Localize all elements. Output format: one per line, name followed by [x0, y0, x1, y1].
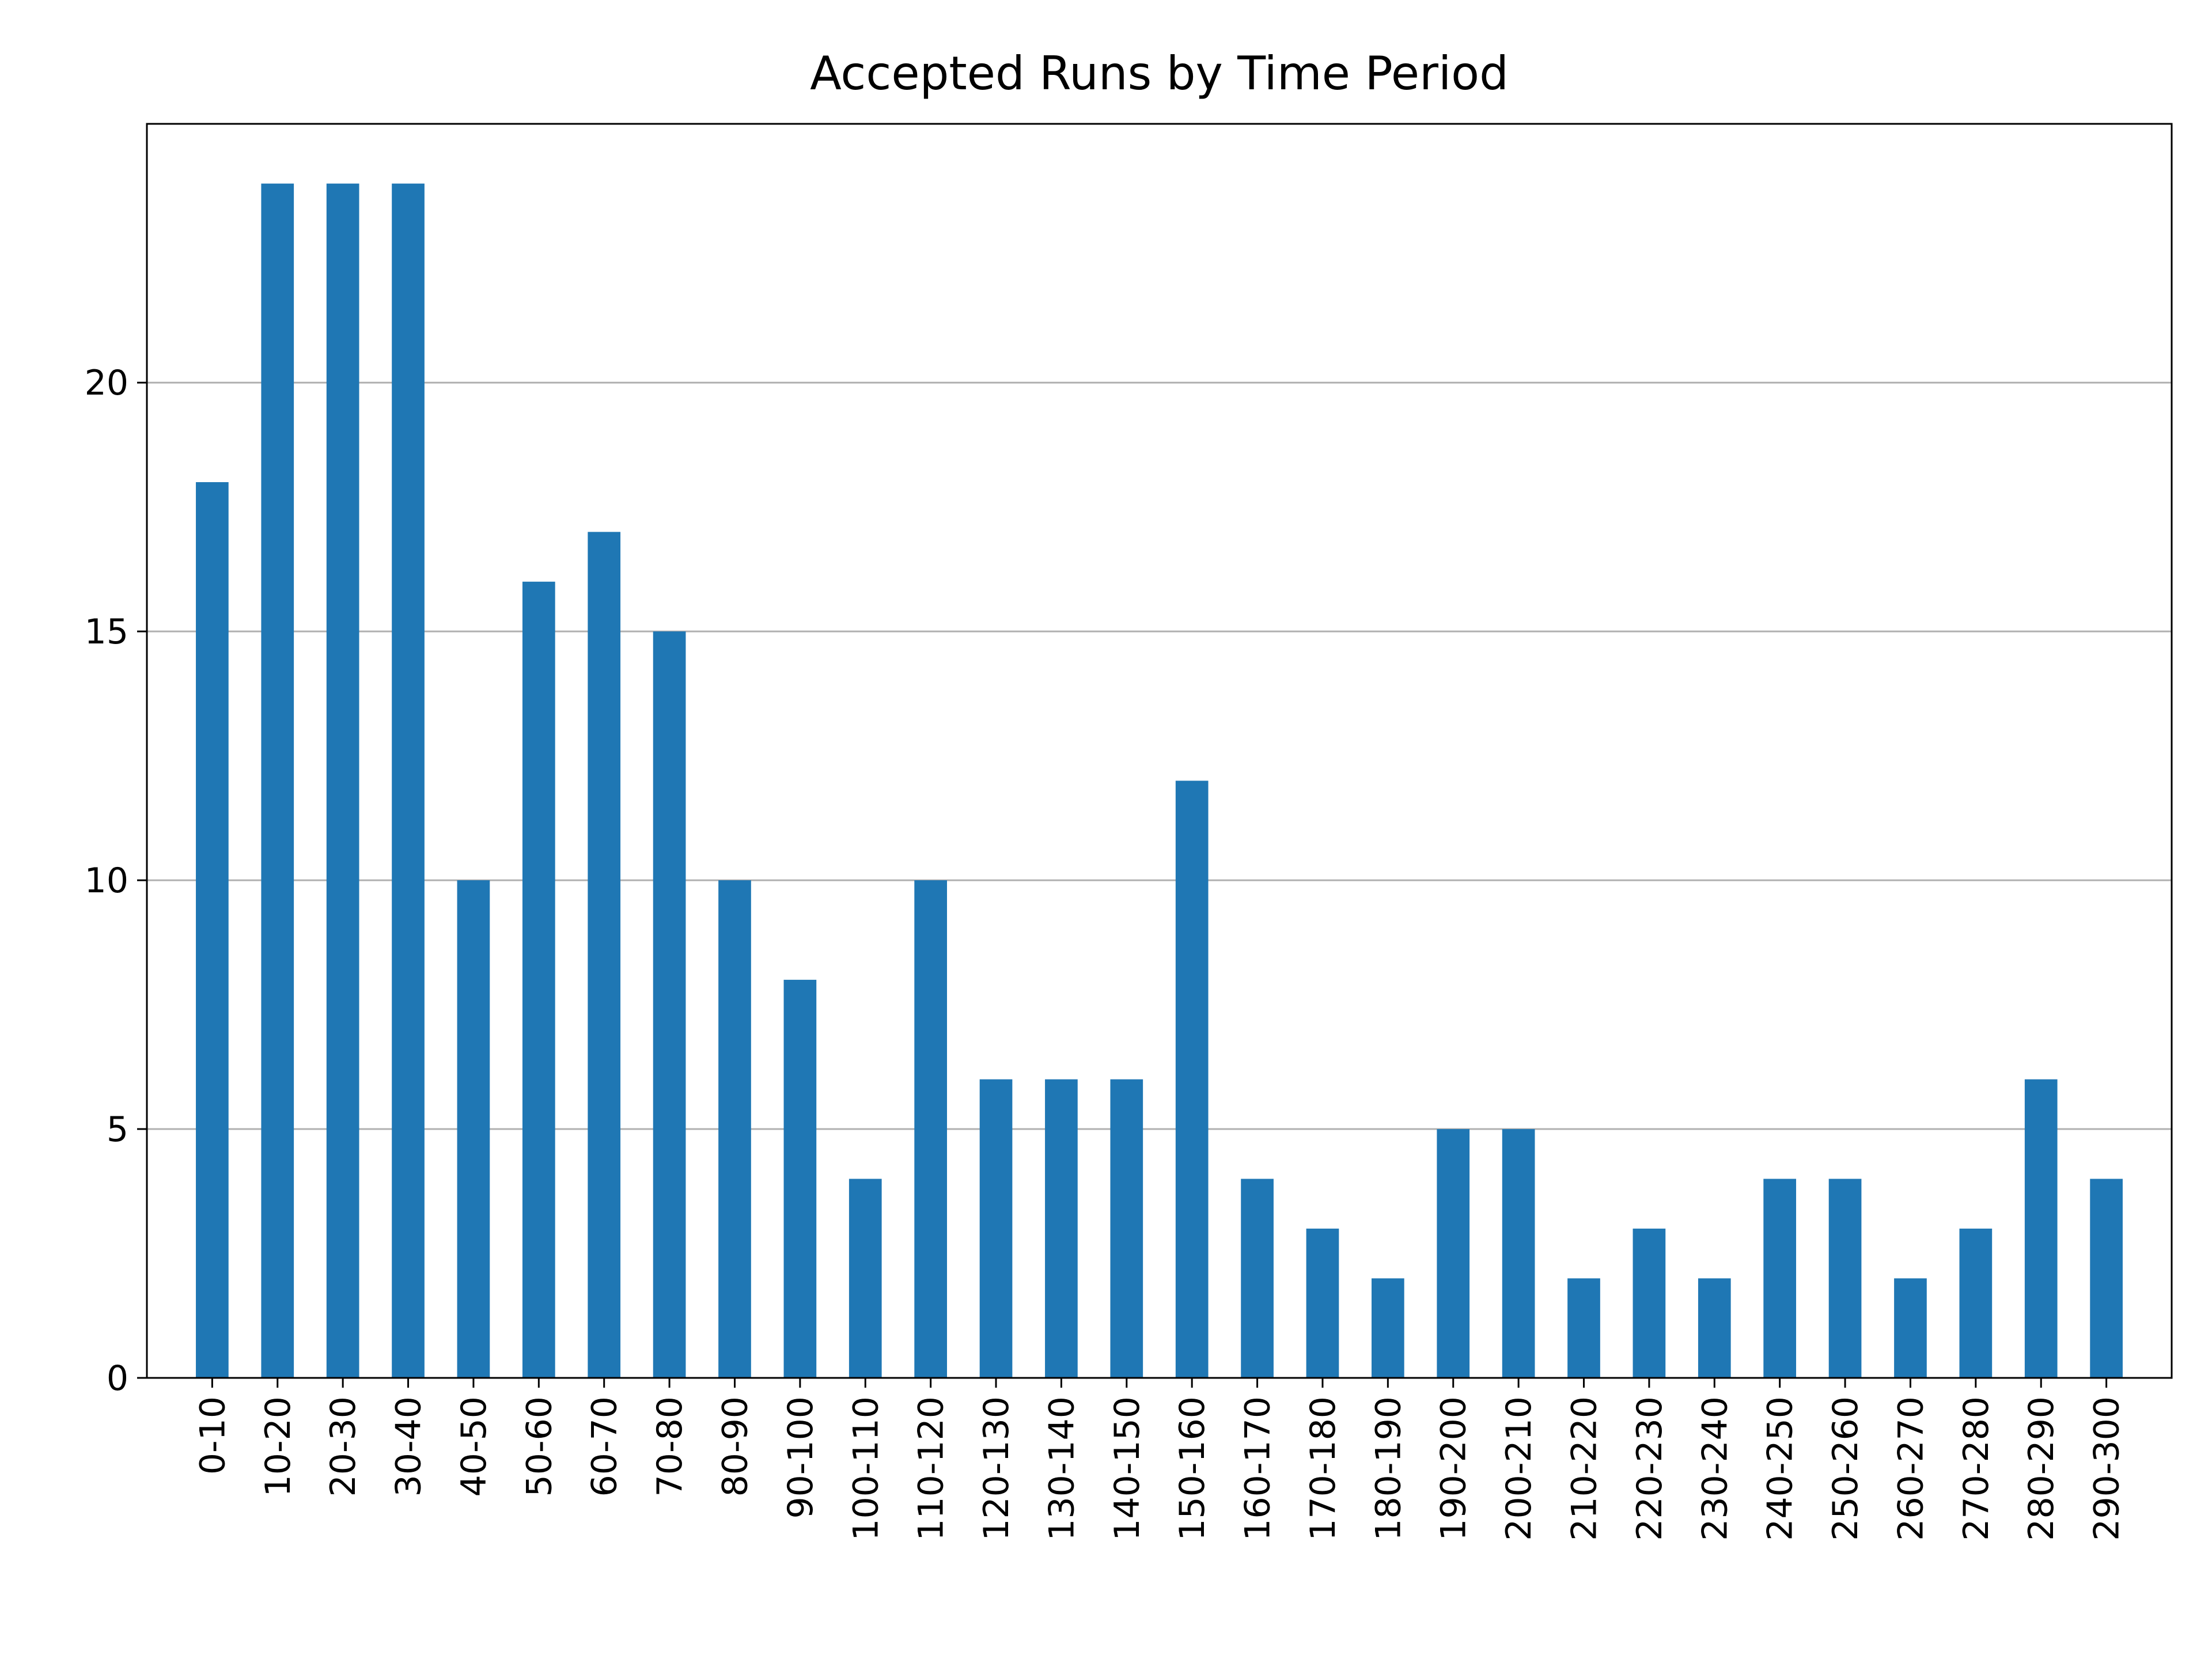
x-tick-label: 120-130: [976, 1396, 1017, 1541]
bar: [1894, 1278, 1927, 1378]
axes-frame: [146, 123, 2173, 1379]
x-tick-label: 200-210: [1499, 1396, 1539, 1541]
x-tick-label: 70-80: [650, 1396, 690, 1497]
x-tick-label: 260-270: [1891, 1396, 1931, 1541]
x-tick-label: 280-290: [2021, 1396, 2062, 1541]
x-tick-label: 60-70: [585, 1396, 625, 1497]
bar: [1241, 1179, 1274, 1378]
x-tick-label: 30-40: [389, 1396, 429, 1497]
x-tick-label: 230-240: [1695, 1396, 1735, 1541]
bar: [914, 880, 947, 1378]
x-tick-label: 20-30: [323, 1396, 363, 1497]
bar: [196, 482, 229, 1378]
bar: [588, 532, 621, 1378]
x-tick-label: 250-260: [1825, 1396, 1866, 1541]
bar: [326, 183, 359, 1378]
x-tick-label: 40-50: [454, 1396, 494, 1497]
bars: [196, 183, 2123, 1378]
x-tick-label: 0-10: [192, 1396, 233, 1475]
x-tick-label: 100-110: [846, 1396, 886, 1541]
bar: [1567, 1278, 1600, 1378]
x-tick-label: 190-200: [1434, 1396, 1474, 1541]
x-tick-label: 170-180: [1303, 1396, 1343, 1541]
bar: [1763, 1179, 1797, 1378]
x-tick-label: 160-170: [1238, 1396, 1278, 1541]
y-tick-label: 5: [107, 1109, 128, 1150]
x-tick-label: 180-190: [1368, 1396, 1408, 1541]
x-tick-label: 10-20: [258, 1396, 298, 1497]
x-tick-label: 150-160: [1172, 1396, 1213, 1541]
bar: [1437, 1129, 1470, 1378]
bar: [1959, 1228, 1993, 1378]
x-tick-label: 50-60: [519, 1396, 559, 1497]
x-axis-ticks: 0-10 10-20 20-30 30-40 40-50 50-60 60-70 70-80 8…: [192, 1378, 2127, 1541]
bar: [653, 631, 686, 1378]
bar: [1306, 1228, 1339, 1378]
bar: [1698, 1278, 1731, 1378]
x-tick-label: 130-140: [1041, 1396, 1082, 1541]
y-tick-label: 20: [85, 363, 128, 403]
x-tick-label: 90-100: [781, 1396, 821, 1519]
y-tick-label: 0: [107, 1358, 128, 1399]
bar: [2024, 1079, 2058, 1378]
y-tick-label: 10: [85, 861, 128, 901]
bar: [522, 581, 555, 1378]
bar: [1110, 1079, 1143, 1378]
x-tick-label: 240-250: [1760, 1396, 1801, 1541]
bar: [392, 183, 425, 1378]
bar: [261, 183, 294, 1378]
x-tick-label: 290-300: [2087, 1396, 2127, 1541]
x-tick-label: 110-120: [911, 1396, 952, 1541]
x-tick-label: 270-280: [1956, 1396, 1997, 1541]
bar: [457, 880, 490, 1378]
x-tick-label: 220-230: [1630, 1396, 1670, 1541]
bar: [1502, 1129, 1535, 1378]
bar: [2090, 1179, 2123, 1378]
bar: [1633, 1228, 1666, 1378]
bar: [1045, 1079, 1078, 1378]
bar: [718, 880, 751, 1378]
x-tick-label: 80-90: [715, 1396, 755, 1497]
bar: [1372, 1278, 1404, 1378]
bar: [1175, 781, 1209, 1378]
x-tick-label: 210-220: [1565, 1396, 1605, 1541]
bar: [1828, 1179, 1862, 1378]
bar: [849, 1179, 882, 1378]
bar: [979, 1079, 1013, 1378]
x-tick-label: 140-150: [1107, 1396, 1147, 1541]
chart-title: Accepted Runs by Time Period: [810, 47, 1509, 100]
y-tick-label: 15: [85, 612, 128, 652]
bar: [783, 979, 817, 1378]
y-axis-ticks: 0 5 10 15 20: [85, 363, 147, 1399]
